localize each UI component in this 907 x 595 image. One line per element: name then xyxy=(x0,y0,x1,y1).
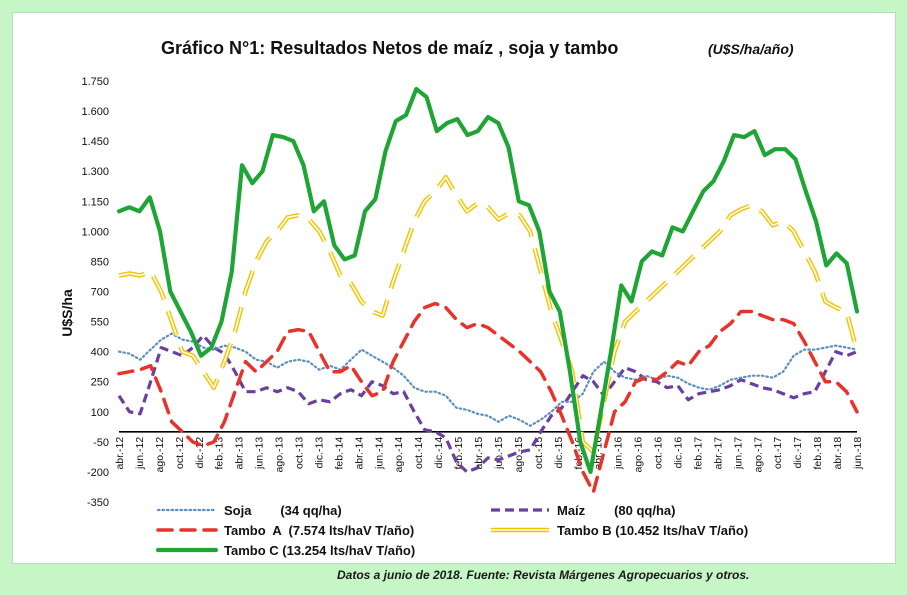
x-tick-label: oct.-17 xyxy=(772,437,784,469)
x-tick-label: abr.-13 xyxy=(234,437,246,470)
chart-panel: Gráfico N°1: Resultados Netos de maíz , … xyxy=(12,12,896,564)
x-tick-label: dic.-14 xyxy=(433,437,445,469)
x-tick-label: abr.-15 xyxy=(473,437,485,470)
series-line-3 xyxy=(117,301,859,494)
legend-label-5: Tambo C (13.254 lts/haV T/año) xyxy=(224,543,415,558)
y-tick-label: 1.600 xyxy=(81,106,109,118)
x-tick-label: dic.-13 xyxy=(313,437,325,469)
series-line-2 xyxy=(117,334,858,474)
chart-title: Gráfico N°1: Resultados Netos de maíz , … xyxy=(161,38,618,58)
x-tick-label: feb.-15 xyxy=(453,437,465,470)
y-tick-label: -200 xyxy=(87,467,109,479)
x-tick-label: ago.-16 xyxy=(633,437,645,473)
y-axis: -350 -200 -50 100 250 400 550 700 850 1.000 1.150 1… xyxy=(81,76,109,509)
legend: Soja (34 qq/ha) Maíz (80 qq/ha) Tambo A (7… xyxy=(155,503,748,558)
x-tick-label: ago.-14 xyxy=(393,437,405,473)
x-tick-label: feb.-13 xyxy=(214,437,226,470)
y-tick-label: 850 xyxy=(91,256,109,268)
x-tick-label: oct.-16 xyxy=(653,437,665,469)
x-axis: abr.-12 jun.-12 ago.-12 oct.-12 dic.-12 feb.-… xyxy=(114,437,864,473)
x-tick-label: feb.-17 xyxy=(692,437,704,470)
y-tick-label: 1.150 xyxy=(81,196,109,208)
x-tick-label: jun.-14 xyxy=(373,437,385,470)
x-tick-label: abr.-17 xyxy=(712,437,724,470)
x-tick-label: abr.-18 xyxy=(832,437,844,470)
y-tick-label: -50 xyxy=(93,437,109,449)
chart-title-units: (U$S/ha/año) xyxy=(708,41,794,57)
x-tick-label: ago.-17 xyxy=(752,437,764,473)
x-tick-label: jun.-16 xyxy=(613,437,625,470)
y-tick-label: 100 xyxy=(91,407,109,419)
x-tick-label: jun.-18 xyxy=(852,437,864,470)
y-tick-label: 400 xyxy=(91,347,109,359)
x-tick-label: ago.-12 xyxy=(154,437,166,473)
series-line-5 xyxy=(116,86,860,474)
x-tick-label: jun.-17 xyxy=(732,437,744,470)
y-tick-label: 250 xyxy=(91,377,109,389)
chart: Gráfico N°1: Resultados Netos de maíz , … xyxy=(59,38,864,558)
legend-label-1: Soja (34 qq/ha) xyxy=(224,503,342,518)
x-tick-label: abr.-14 xyxy=(353,437,365,470)
legend-label-4: Tambo B (10.452 lts/haV T/año) xyxy=(557,523,748,538)
x-tick-label: oct.-12 xyxy=(174,437,186,469)
x-tick-label: jun.-15 xyxy=(493,437,505,470)
x-tick-label: abr.-12 xyxy=(114,437,126,470)
series-line-4 xyxy=(118,174,860,455)
x-tick-label: feb.-18 xyxy=(812,437,824,470)
y-tick-label: -350 xyxy=(87,497,109,509)
series-line-4-inner xyxy=(118,176,858,453)
y-tick-label: 1.450 xyxy=(81,136,109,148)
y-tick-label: 1.750 xyxy=(81,76,109,88)
x-tick-label: jun.-12 xyxy=(134,437,146,470)
x-tick-label: ago.-15 xyxy=(513,437,525,473)
series-layer xyxy=(116,86,860,494)
x-tick-label: jun.-13 xyxy=(254,437,266,470)
x-tick-label: ago.-13 xyxy=(274,437,286,473)
x-tick-label: oct.-15 xyxy=(533,437,545,469)
x-tick-label: oct.-14 xyxy=(413,437,425,469)
x-tick-label: dic.-15 xyxy=(553,437,565,469)
legend-label-3: Tambo A (7.574 lts/haV T/año) xyxy=(224,523,414,538)
x-tick-label: oct.-13 xyxy=(294,437,306,469)
y-tick-label: 1.000 xyxy=(81,226,109,238)
x-tick-label: feb.-14 xyxy=(333,437,345,470)
y-axis-label: U$S/ha xyxy=(59,289,75,337)
x-tick-label: dic.-16 xyxy=(672,437,684,469)
y-tick-label: 700 xyxy=(91,287,109,299)
x-tick-label: dic.-17 xyxy=(792,437,804,469)
source-note: Datos a junio de 2018. Fuente: Revista M… xyxy=(337,568,750,582)
series-line-1 xyxy=(117,332,859,427)
y-tick-label: 1.300 xyxy=(81,166,109,178)
y-tick-label: 550 xyxy=(91,317,109,329)
legend-label-2: Maíz (80 qq/ha) xyxy=(557,503,675,518)
